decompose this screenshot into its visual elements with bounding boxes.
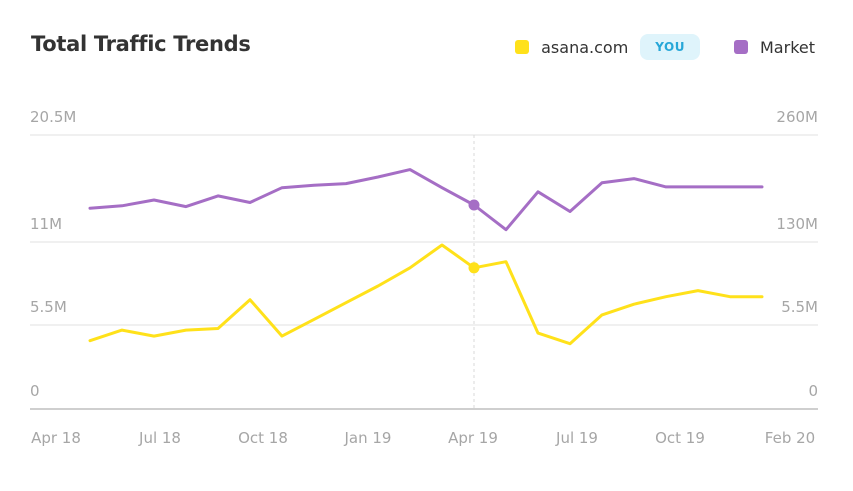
series-line-asana [88,243,764,346]
x-tick-label: Jul 19 [555,429,598,447]
legend-swatch-market [734,40,748,54]
x-tick-label: Oct 19 [655,429,705,447]
y-tick-right: 130M [776,215,818,233]
y-tick-right: 260M [776,108,818,126]
legend-item-asana[interactable]: asana.com YOU [515,34,700,60]
x-tick-label: Apr 19 [448,429,498,447]
y-tick-left: 20.5M [30,108,76,126]
x-tick-label: Feb 20 [765,429,815,447]
legend-label-market: Market [760,37,815,57]
x-tick-label: Jan 19 [344,429,392,447]
legend: asana.com YOU Market [515,34,815,60]
legend-swatch-asana [515,40,530,54]
x-tick-label: Jul 18 [138,429,181,447]
legend-item-market[interactable]: Market [734,38,815,57]
you-badge: YOU [640,34,700,60]
x-tick-label: Oct 18 [238,429,288,447]
legend-label-asana: asana.com [541,37,629,57]
y-tick-right: 0 [808,382,818,400]
y-tick-left: 5.5M [30,298,67,316]
series-marker-asana [468,262,480,274]
x-tick-label: Apr 18 [31,429,81,447]
chart-title: Total Traffic Trends [31,32,251,56]
y-tick-left: 0 [30,382,40,400]
y-tick-right: 5.5M [781,298,818,316]
y-tick-left: 11M [30,215,62,233]
series-line-market [88,168,764,232]
series-marker-market [468,199,480,211]
